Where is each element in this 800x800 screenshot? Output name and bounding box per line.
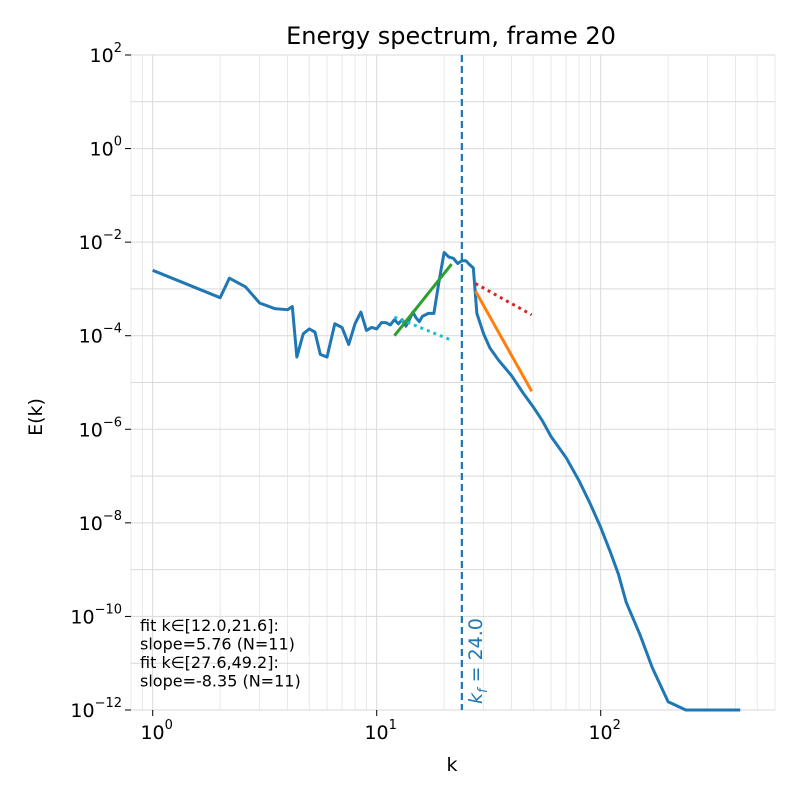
- y-tick-label-7: 10−12: [70, 696, 122, 722]
- x-tick-label-2: 102: [588, 718, 620, 744]
- kf-label: kf = 24.0: [465, 618, 491, 704]
- annotation-line-2: fit k∈[27.6,49.2]:: [140, 653, 279, 672]
- grid-lines: [130, 54, 776, 711]
- y-tick-label-1: 100: [90, 135, 122, 161]
- forcing-wavenumber-line: kf = 24.0: [460, 55, 491, 710]
- x-axis-label: k: [446, 754, 457, 776]
- y-tick-label-6: 10−10: [70, 602, 122, 628]
- low-k-reference-dotted: [393, 315, 453, 342]
- annotation-line-3: slope=-8.35 (N=11): [140, 672, 301, 691]
- high-k-fit-line: [474, 290, 534, 392]
- y-axis-label: E(k): [25, 398, 47, 436]
- chart-title: Energy spectrum, frame 20: [286, 22, 616, 50]
- y-tick-label-3: 10−4: [79, 322, 122, 348]
- x-axis-ticks: 100 101 102: [140, 710, 621, 744]
- y-tick-label-0: 102: [90, 41, 122, 67]
- x-tick-label-0: 100: [140, 718, 172, 744]
- y-tick-label-4: 10−6: [79, 415, 122, 441]
- fit-annotations: fit k∈[12.0,21.6]:slope=5.76 (N=11)fit k…: [140, 616, 301, 691]
- spectrum-line: [152, 251, 741, 712]
- x-tick-label-1: 101: [364, 718, 396, 744]
- y-tick-label-2: 10−2: [79, 228, 122, 254]
- y-axis-ticks: 102 100 10−2 10−4 10−6 10−8 10−10 10−12: [70, 41, 131, 722]
- low-k-fit-line: [393, 263, 453, 337]
- annotation-line-1: slope=5.76 (N=11): [140, 635, 295, 654]
- y-tick-label-5: 10−8: [79, 509, 122, 535]
- annotation-line-0: fit k∈[12.0,21.6]:: [140, 616, 279, 635]
- plot-series: [152, 251, 741, 712]
